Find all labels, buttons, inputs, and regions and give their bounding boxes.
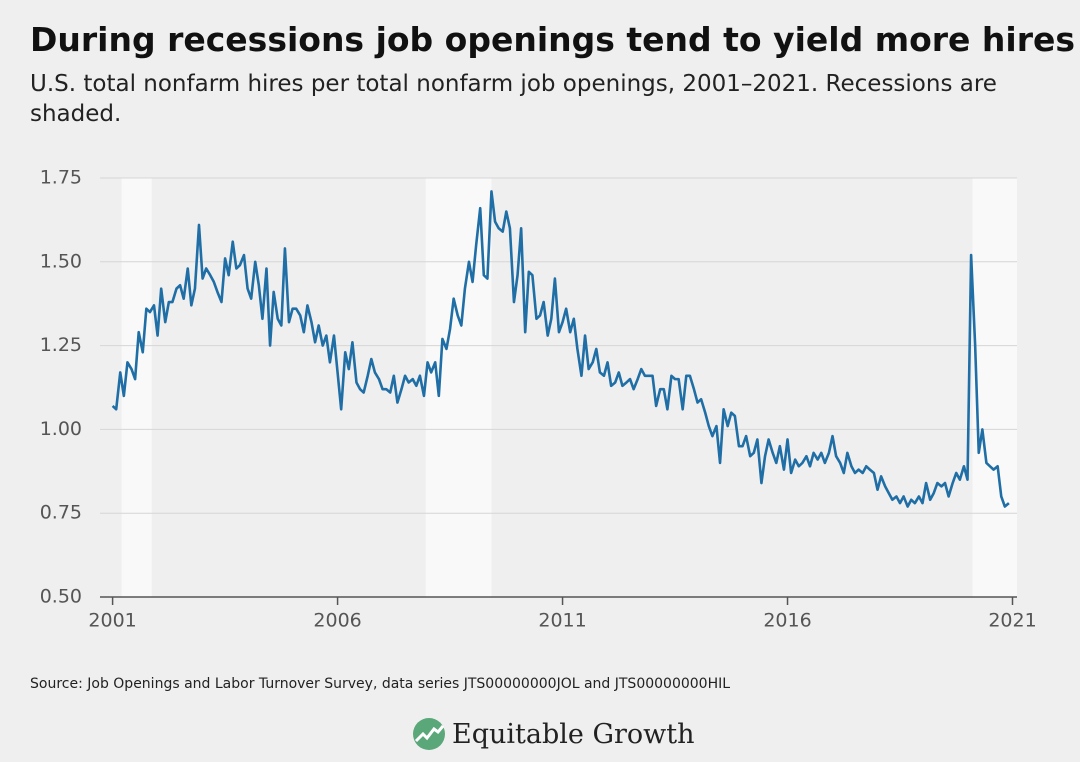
recession-shade <box>972 178 1017 597</box>
source-note: Source: Job Openings and Labor Turnover … <box>30 676 731 692</box>
x-tick-label: 2001 <box>88 610 136 632</box>
x-tick-label: 2006 <box>313 610 361 632</box>
chart-subtitle: U.S. total nonfarm hires per total nonfa… <box>30 71 997 127</box>
x-tick-label: 2021 <box>988 610 1036 632</box>
y-tick-label: 0.50 <box>40 586 82 608</box>
recession-shade <box>121 178 152 597</box>
logo-icon <box>413 718 445 750</box>
brand-name: Equitable Growth <box>452 718 695 750</box>
y-tick-label: 0.75 <box>40 502 82 524</box>
y-tick-label: 1.25 <box>40 334 82 356</box>
y-tick-label: 1.50 <box>40 250 82 272</box>
y-tick-label: 1.75 <box>40 167 82 189</box>
chart-title: During recessions job openings tend to y… <box>30 20 1076 59</box>
x-tick-label: 2016 <box>763 610 811 632</box>
brand-logo: Equitable Growth <box>412 714 695 754</box>
data-line <box>111 190 1010 508</box>
x-tick-label: 2011 <box>538 610 586 632</box>
y-tick-label: 1.00 <box>40 418 82 440</box>
